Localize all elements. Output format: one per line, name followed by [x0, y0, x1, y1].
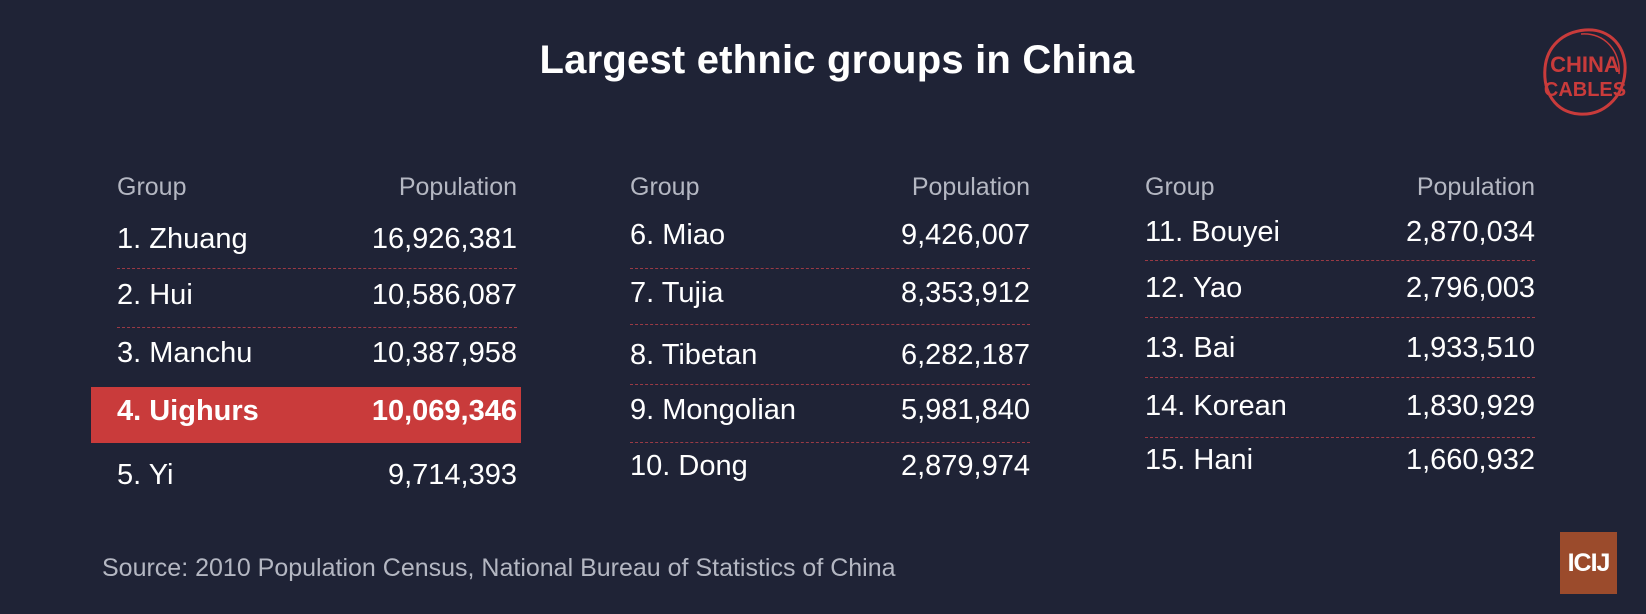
table-header: Group Population — [630, 172, 1030, 202]
group-name: 5. Yi — [117, 459, 174, 491]
header-population: Population — [1416, 173, 1535, 201]
row-divider — [1145, 317, 1535, 318]
row-divider — [630, 324, 1030, 325]
group-name: 6. Miao — [630, 219, 726, 251]
row-divider — [1145, 260, 1535, 261]
header-group: Group — [1145, 173, 1215, 201]
header-group: Group — [630, 173, 700, 201]
china-cables-logo: CHINA CABLES — [1541, 24, 1629, 120]
table-row: 10. Dong 2,879,974 — [630, 446, 1030, 486]
table-column-1: Group Population 1. Zhuang 16,926,381 2.… — [91, 172, 521, 491]
header-population: Population — [398, 173, 517, 201]
group-name: 7. Tujia — [630, 277, 724, 309]
population-value: 10,069,346 — [371, 395, 517, 427]
group-name: 14. Korean — [1145, 390, 1287, 422]
group-name: 13. Bai — [1145, 332, 1236, 364]
table-row: 1. Zhuang 16,926,381 — [117, 219, 517, 259]
source-note: Source: 2010 Population Census, National… — [102, 554, 896, 582]
group-name: 1. Zhuang — [117, 223, 248, 255]
header-population: Population — [911, 173, 1030, 201]
header-group: Group — [117, 173, 187, 201]
population-value: 10,387,958 — [371, 337, 517, 369]
table-column-3: Group Population 11. Bouyei 2,870,034 12… — [1145, 172, 1535, 476]
row-divider — [117, 268, 517, 269]
group-name: 15. Hani — [1145, 444, 1254, 476]
population-value: 8,353,912 — [900, 277, 1030, 309]
population-value: 1,830,929 — [1405, 390, 1535, 422]
group-name: 10. Dong — [630, 450, 748, 482]
table-row: 12. Yao 2,796,003 — [1145, 268, 1535, 308]
population-value: 9,426,007 — [900, 219, 1030, 251]
table-row: 13. Bai 1,933,510 — [1145, 328, 1535, 368]
population-value: 1,933,510 — [1405, 332, 1535, 364]
group-name: 12. Yao — [1145, 272, 1243, 304]
population-value: 2,870,034 — [1405, 216, 1535, 248]
table-row: 3. Manchu 10,387,958 — [117, 333, 517, 373]
group-name: 11. Bouyei — [1145, 216, 1280, 248]
row-divider — [1145, 377, 1535, 378]
population-value: 16,926,381 — [371, 223, 517, 255]
table-row: 15. Hani 1,660,932 — [1145, 440, 1535, 480]
population-value: 5,981,840 — [900, 394, 1030, 426]
chart-title: Largest ethnic groups in China — [539, 38, 1135, 82]
row-divider — [630, 442, 1030, 443]
table-row: 14. Korean 1,830,929 — [1145, 386, 1535, 426]
group-name: 8. Tibetan — [630, 339, 758, 371]
table-column-2: Group Population 6. Miao 9,426,007 7. Tu… — [630, 172, 1030, 482]
population-value: 2,796,003 — [1405, 272, 1535, 304]
population-value: 2,879,974 — [900, 450, 1030, 482]
group-name: 4. Uighurs — [117, 395, 259, 427]
icij-badge: ICIJ — [1560, 532, 1617, 594]
table-row-highlighted: 4. Uighurs 10,069,346 — [117, 391, 517, 431]
table-row: 5. Yi 9,714,393 — [117, 455, 517, 495]
population-value: 9,714,393 — [387, 459, 517, 491]
svg-text:CHINA: CHINA — [1550, 52, 1620, 77]
population-value: 6,282,187 — [900, 339, 1030, 371]
group-name: 2. Hui — [117, 279, 193, 311]
table-row: 7. Tujia 8,353,912 — [630, 273, 1030, 313]
row-divider — [117, 327, 517, 328]
row-divider — [1145, 437, 1535, 438]
table-header: Group Population — [117, 172, 517, 202]
population-value: 1,660,932 — [1405, 444, 1535, 476]
table-row: 8. Tibetan 6,282,187 — [630, 335, 1030, 375]
group-name: 9. Mongolian — [630, 394, 797, 426]
highlight-box — [91, 387, 521, 443]
table-row: 6. Miao 9,426,007 — [630, 215, 1030, 255]
row-divider — [630, 384, 1030, 385]
row-divider — [630, 268, 1030, 269]
table-row: 2. Hui 10,586,087 — [117, 275, 517, 315]
table-row: 9. Mongolian 5,981,840 — [630, 390, 1030, 430]
table-header: Group Population — [1145, 172, 1535, 202]
svg-text:CABLES: CABLES — [1544, 79, 1626, 101]
group-name: 3. Manchu — [117, 337, 253, 369]
table-row: 11. Bouyei 2,870,034 — [1145, 212, 1535, 252]
population-value: 10,586,087 — [371, 279, 517, 311]
